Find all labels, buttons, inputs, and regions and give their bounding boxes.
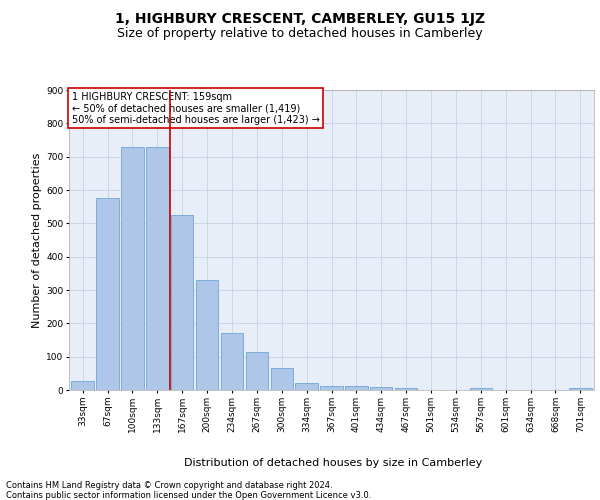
- Text: Distribution of detached houses by size in Camberley: Distribution of detached houses by size …: [184, 458, 482, 468]
- Y-axis label: Number of detached properties: Number of detached properties: [32, 152, 42, 328]
- Bar: [271, 368, 293, 390]
- Bar: [121, 146, 143, 390]
- Bar: [245, 352, 268, 390]
- Bar: [171, 215, 193, 390]
- Bar: [146, 146, 169, 390]
- Bar: [221, 334, 243, 390]
- Text: Contains public sector information licensed under the Open Government Licence v3: Contains public sector information licen…: [6, 491, 371, 500]
- Bar: [370, 388, 392, 390]
- Bar: [196, 280, 218, 390]
- Bar: [569, 388, 592, 390]
- Text: Contains HM Land Registry data © Crown copyright and database right 2024.: Contains HM Land Registry data © Crown c…: [6, 481, 332, 490]
- Bar: [395, 388, 418, 390]
- Bar: [295, 382, 318, 390]
- Bar: [97, 198, 119, 390]
- Text: 1 HIGHBURY CRESCENT: 159sqm
← 50% of detached houses are smaller (1,419)
50% of : 1 HIGHBURY CRESCENT: 159sqm ← 50% of det…: [71, 92, 320, 124]
- Bar: [345, 386, 368, 390]
- Bar: [71, 381, 94, 390]
- Bar: [320, 386, 343, 390]
- Bar: [470, 388, 492, 390]
- Text: 1, HIGHBURY CRESCENT, CAMBERLEY, GU15 1JZ: 1, HIGHBURY CRESCENT, CAMBERLEY, GU15 1J…: [115, 12, 485, 26]
- Text: Size of property relative to detached houses in Camberley: Size of property relative to detached ho…: [117, 28, 483, 40]
